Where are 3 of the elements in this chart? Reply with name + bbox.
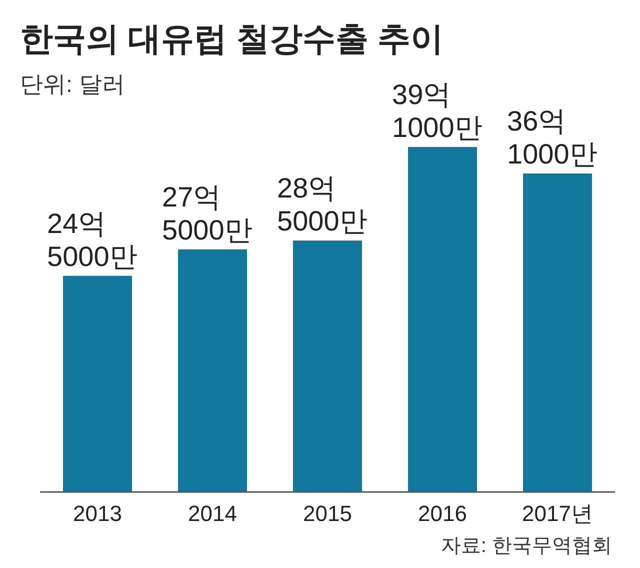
title: 한국의 대유럽 철강수출 추이 <box>20 20 444 57</box>
annotation: 자료: 한국무역협회 <box>440 535 612 557</box>
subtitle: 단위: 달러 <box>20 71 125 97</box>
